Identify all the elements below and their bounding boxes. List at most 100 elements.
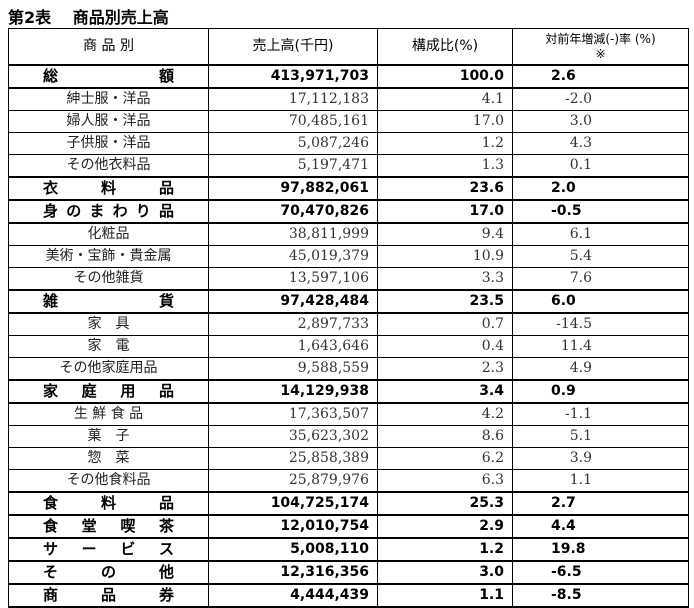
- share-cell: 0.7: [377, 312, 513, 336]
- change-cell: 7.6: [512, 267, 689, 291]
- share-cell: 4.1: [377, 87, 513, 111]
- change-cell: 0.1: [512, 154, 689, 178]
- change-cell: -0.5: [512, 199, 689, 224]
- change-cell: -8.5: [512, 583, 689, 608]
- header-change: 対前年増減(-)率 (%) ※: [512, 28, 689, 66]
- sales-cell: 413,971,703: [208, 64, 378, 89]
- category-cell: 紳士服・洋品: [8, 87, 209, 111]
- change-cell: 4.9: [512, 357, 689, 381]
- sales-cell: 38,811,999: [208, 222, 378, 246]
- sales-cell: 17,363,507: [208, 402, 378, 426]
- table-row: その他雑貨 13,597,106 3.3 7.6: [8, 267, 689, 291]
- subtotal-row: 雑貨 97,428,484 23.5 6.0: [8, 289, 689, 314]
- change-cell: 19.8: [512, 537, 689, 562]
- share-cell: 3.3: [377, 267, 513, 291]
- share-cell: 6.2: [377, 447, 513, 470]
- table-title: 第2表 商品別売上高: [8, 8, 169, 27]
- change-cell: 2.6: [512, 64, 689, 89]
- category-cell: サービス: [8, 537, 209, 562]
- change-cell: 2.0: [512, 176, 689, 201]
- category-cell: その他衣料品: [8, 154, 209, 178]
- change-cell: -1.1: [512, 402, 689, 426]
- sales-cell: 5,008,110: [208, 537, 378, 562]
- sales-by-category-table: 商 品 別 売上高(千円) 構成比(%) 対前年増減(-)率 (%) ※ 総額 41…: [8, 28, 689, 608]
- category-cell: 衣料品: [8, 176, 209, 201]
- share-cell: 8.6: [377, 425, 513, 448]
- sales-cell: 70,485,161: [208, 110, 378, 133]
- sales-cell: 12,316,356: [208, 560, 378, 585]
- sales-cell: 17,112,183: [208, 87, 378, 111]
- change-cell: -6.5: [512, 560, 689, 585]
- category-cell: 身のまわり品: [8, 199, 209, 224]
- category-cell: 子供服・洋品: [8, 132, 209, 155]
- sales-cell: 25,879,976: [208, 469, 378, 493]
- table-row: その他衣料品 5,197,471 1.3 0.1: [8, 154, 689, 178]
- sales-cell: 5,197,471: [208, 154, 378, 178]
- category-cell: その他雑貨: [8, 267, 209, 291]
- sales-cell: 5,087,246: [208, 132, 378, 155]
- change-cell: 2.7: [512, 491, 689, 516]
- table-row: 子供服・洋品 5,087,246 1.2 4.3: [8, 132, 689, 155]
- sales-cell: 14,129,938: [208, 379, 378, 404]
- category-cell: 美術・宝飾・貴金属: [8, 245, 209, 268]
- share-cell: 3.0: [377, 560, 513, 585]
- sales-cell: 97,428,484: [208, 289, 378, 314]
- category-cell: 化粧品: [8, 222, 209, 246]
- share-cell: 10.9: [377, 245, 513, 268]
- change-cell: 6.1: [512, 222, 689, 246]
- change-cell: 4.4: [512, 514, 689, 539]
- share-cell: 25.3: [377, 491, 513, 516]
- share-cell: 17.0: [377, 199, 513, 224]
- subtotal-row: 食料品 104,725,174 25.3 2.7: [8, 491, 689, 516]
- subtotal-row: 商品券 4,444,439 1.1 -8.5: [8, 583, 689, 608]
- share-cell: 1.2: [377, 537, 513, 562]
- category-cell: 食堂喫茶: [8, 514, 209, 539]
- subtotal-row: 食堂喫茶 12,010,754 2.9 4.4: [8, 514, 689, 539]
- table-row: その他食料品 25,879,976 6.3 1.1: [8, 469, 689, 493]
- change-cell: 6.0: [512, 289, 689, 314]
- table-row: 化粧品 38,811,999 9.4 6.1: [8, 222, 689, 246]
- sales-cell: 25,858,389: [208, 447, 378, 470]
- change-cell: 5.1: [512, 425, 689, 448]
- subtotal-row: 身のまわり品 70,470,826 17.0 -0.5: [8, 199, 689, 224]
- sales-cell: 4,444,439: [208, 583, 378, 608]
- change-cell: 0.9: [512, 379, 689, 404]
- change-cell: 11.4: [512, 335, 689, 358]
- table-row: 家 具 2,897,733 0.7 -14.5: [8, 312, 689, 336]
- header-change-note: ※: [595, 46, 606, 61]
- share-cell: 2.9: [377, 514, 513, 539]
- subtotal-row: サービス 5,008,110 1.2 19.8: [8, 537, 689, 562]
- header-sales: 売上高(千円): [208, 28, 378, 66]
- category-cell: 生 鮮 食 品: [8, 402, 209, 426]
- change-cell: 3.9: [512, 447, 689, 470]
- share-cell: 100.0: [377, 64, 513, 89]
- category-cell: 惣 菜: [8, 447, 209, 470]
- table-row: その他家庭用品 9,588,559 2.3 4.9: [8, 357, 689, 381]
- change-cell: 4.3: [512, 132, 689, 155]
- table-row: 惣 菜 25,858,389 6.2 3.9: [8, 447, 689, 470]
- category-cell: その他食料品: [8, 469, 209, 493]
- sales-cell: 12,010,754: [208, 514, 378, 539]
- table-row: 菓 子 35,623,302 8.6 5.1: [8, 425, 689, 448]
- header-category: 商 品 別: [8, 28, 209, 66]
- share-cell: 23.6: [377, 176, 513, 201]
- table-row: 家 電 1,643,646 0.4 11.4: [8, 335, 689, 358]
- sales-cell: 35,623,302: [208, 425, 378, 448]
- sales-cell: 70,470,826: [208, 199, 378, 224]
- header-change-label: 対前年増減(-)率 (%): [545, 31, 656, 46]
- table-row: 美術・宝飾・貴金属 45,019,379 10.9 5.4: [8, 245, 689, 268]
- share-cell: 1.3: [377, 154, 513, 178]
- subtotal-row: 総額 413,971,703 100.0 2.6: [8, 64, 689, 89]
- share-cell: 9.4: [377, 222, 513, 246]
- sales-cell: 104,725,174: [208, 491, 378, 516]
- sales-cell: 9,588,559: [208, 357, 378, 381]
- share-cell: 23.5: [377, 289, 513, 314]
- category-cell: 家 具: [8, 312, 209, 336]
- change-cell: 5.4: [512, 245, 689, 268]
- header-row: 商 品 別 売上高(千円) 構成比(%) 対前年増減(-)率 (%) ※: [8, 28, 689, 66]
- category-cell: 家 電: [8, 335, 209, 358]
- change-cell: -14.5: [512, 312, 689, 336]
- change-cell: -2.0: [512, 87, 689, 111]
- category-cell: 婦人服・洋品: [8, 110, 209, 133]
- subtotal-row: 衣料品 97,882,061 23.6 2.0: [8, 176, 689, 201]
